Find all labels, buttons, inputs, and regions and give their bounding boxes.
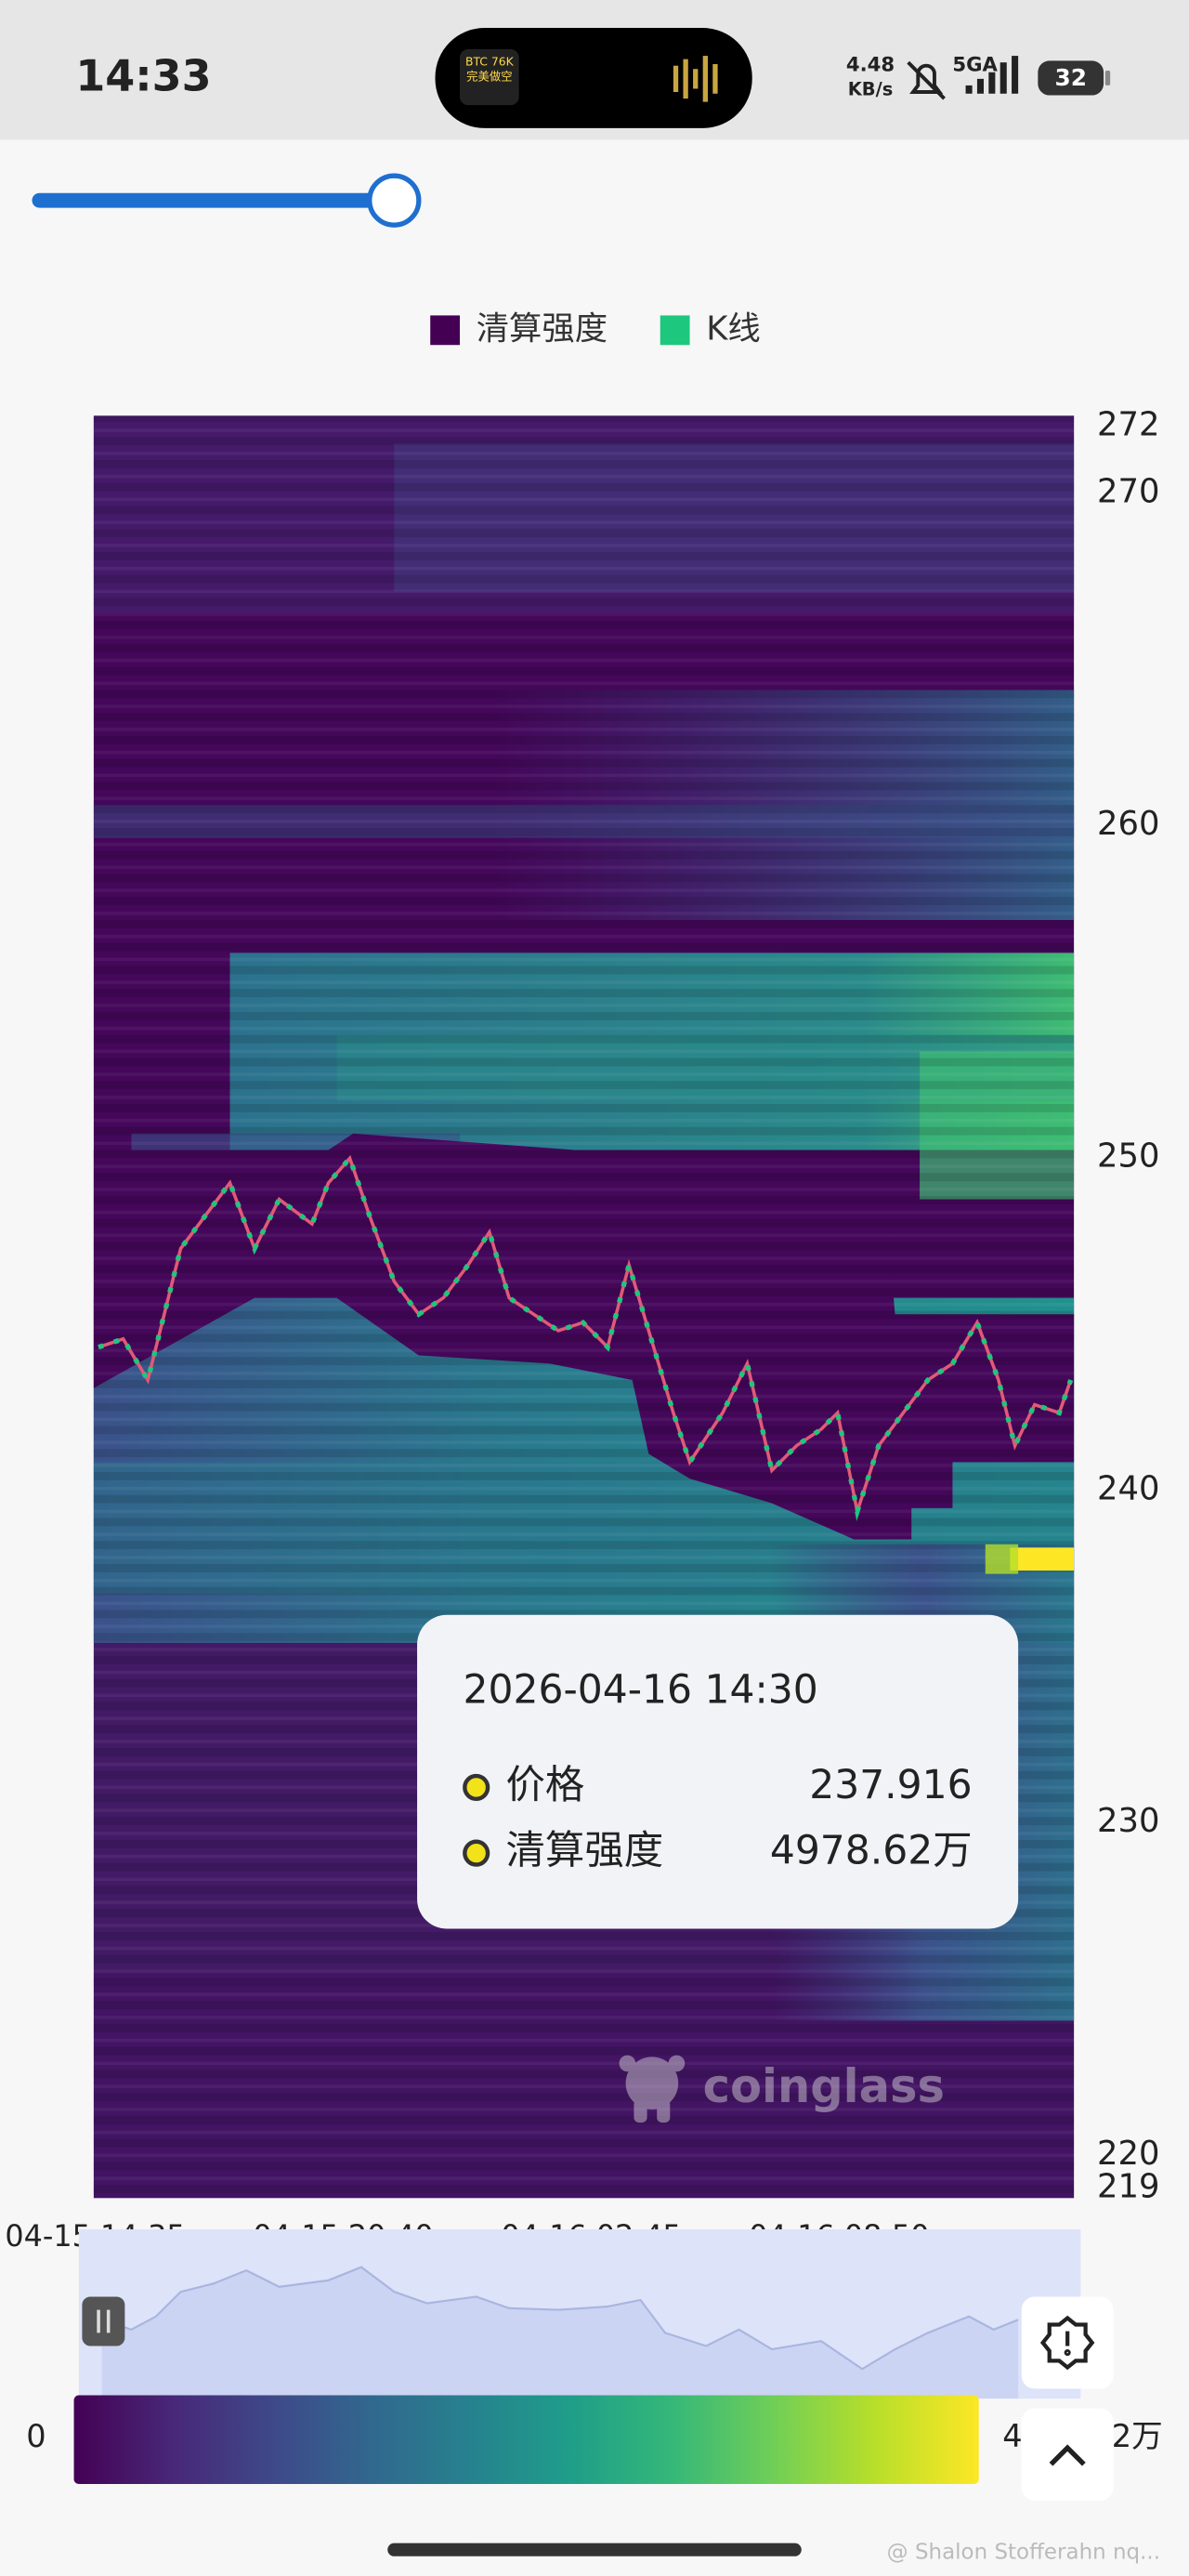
island-text: BTC 76K [465,56,515,69]
home-indicator [387,2543,802,2556]
tooltip-value: 4978.62万 [770,1829,973,1874]
y-tick-label: 240 [1097,1469,1159,1507]
alert-icon [1039,2315,1095,2371]
y-tick-label: 270 [1097,472,1159,510]
clock: 14:33 [75,50,211,100]
y-tick-label: 250 [1097,1137,1159,1176]
legend-swatch [430,315,461,346]
up-icon [1049,2444,1086,2466]
net-speed: 4.48 [846,54,895,77]
colorbar [73,2395,979,2484]
tooltip [417,1614,1019,1929]
y-tick-label: 272 [1097,406,1159,444]
watermark-logo [619,2055,686,2123]
battery-level: 32 [1054,64,1086,91]
legend-label[interactable]: K线 [706,309,761,348]
tooltip-date: 2026-04-16 14:30 [464,1667,818,1713]
tooltip-dot [463,1839,490,1867]
battery-tip [1104,71,1111,85]
watermark: coinglass [703,2059,945,2113]
colorbar-min: 0 [26,2418,46,2454]
scroll-top-button[interactable] [1021,2408,1114,2501]
island-text: 完美做空 [466,70,512,84]
net-speed-unit: KB/s [848,79,894,100]
y-tick-label: 220 [1097,2135,1159,2173]
slider-knob[interactable] [367,173,422,228]
y-tick-label: 260 [1097,805,1159,843]
mute-icon [907,60,946,100]
navigator-line [101,2266,1019,2371]
island-thumb [460,49,519,106]
y-tick-label: 230 [1097,1802,1159,1840]
tooltip-dot [463,1773,490,1802]
tooltip-label: 清算强度 [506,1829,664,1874]
y-tick-label: 219 [1097,2168,1159,2206]
legend-label[interactable]: 清算强度 [477,309,608,348]
legend-swatch [660,315,690,346]
tooltip-value: 237.916 [809,1763,972,1808]
tooltip-label: 价格 [506,1763,585,1808]
audio-wave [673,56,718,102]
heatmap [93,415,1075,2199]
signal-icon [965,56,1019,94]
navigator-handle[interactable] [82,2296,125,2346]
footer-watermark: @ Shalon Stofferahn nq... [887,2541,1160,2565]
battery [1038,60,1104,96]
